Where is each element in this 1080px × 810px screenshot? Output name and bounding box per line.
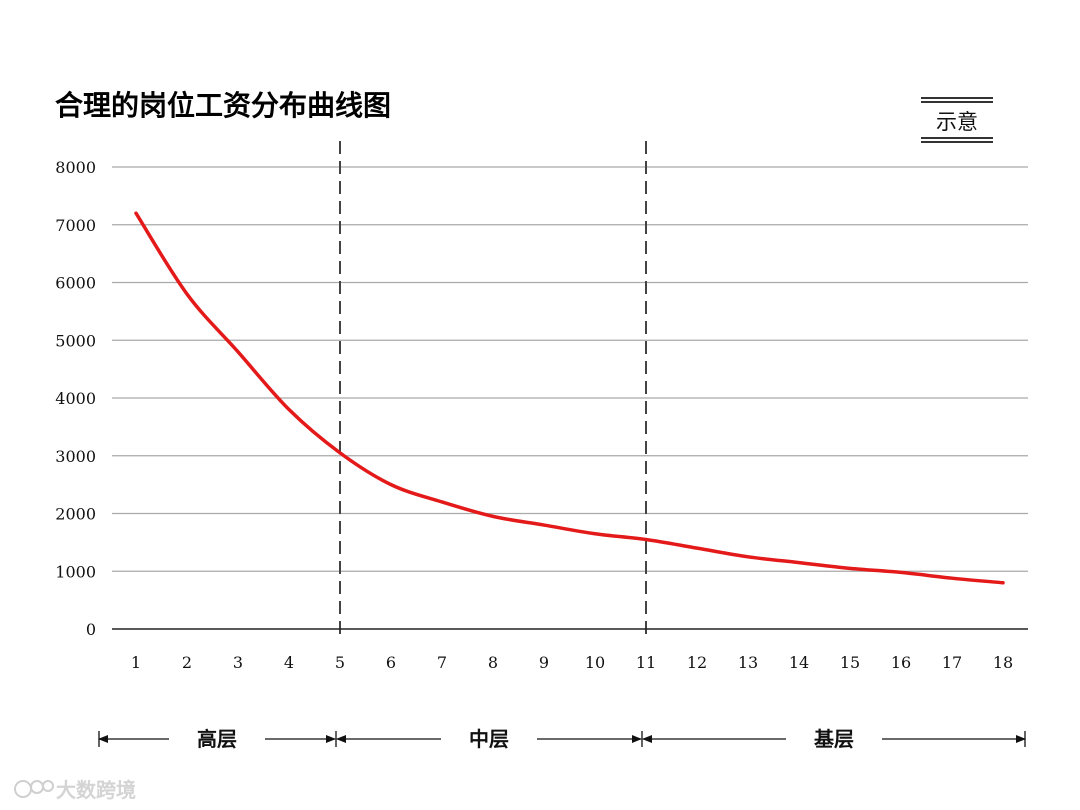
x-tick-label: 4 [284, 653, 294, 672]
x-tick-label: 13 [738, 653, 758, 672]
watermark-text: 大数跨境 [56, 778, 136, 802]
y-tick-label: 1000 [55, 562, 96, 581]
series-line [134, 211, 1005, 585]
x-tick-label: 18 [993, 653, 1013, 672]
x-tick-label: 16 [891, 653, 911, 672]
tier-label: 高层 [197, 727, 237, 751]
series-layer [134, 211, 1005, 585]
x-tick-label: 11 [636, 653, 656, 672]
y-tick-label: 6000 [55, 274, 96, 293]
x-tick-label: 9 [539, 653, 549, 672]
x-tick-label: 2 [182, 653, 192, 672]
x-tick-label: 17 [942, 653, 962, 672]
x-tick-label: 8 [488, 653, 498, 672]
x-tick-label: 15 [840, 653, 860, 672]
y-tick-label: 3000 [55, 447, 96, 466]
x-tick-label: 12 [687, 653, 707, 672]
y-tick-labels: 0 1000 2000 3000 4000 5000 6000 7000 8000 [55, 158, 96, 639]
x-tick-label: 6 [386, 653, 396, 672]
x-tick-label: 5 [335, 653, 345, 672]
tier-label: 中层 [469, 727, 509, 751]
y-tick-label: 2000 [55, 505, 96, 524]
x-tick-label: 14 [789, 653, 809, 672]
tier-dividers [339, 141, 647, 636]
watermark-logo-icon: 大数跨境 [14, 778, 136, 802]
x-tick-label: 7 [437, 653, 447, 672]
x-tick-labels: 1 2 3 4 5 6 7 8 9 10 11 12 13 14 15 16 17 18 [131, 653, 1013, 672]
y-tick-label: 5000 [55, 331, 96, 350]
y-tick-label: 7000 [55, 216, 96, 235]
grid-lines [112, 166, 1028, 572]
x-tick-label: 1 [131, 653, 141, 672]
y-tick-label: 4000 [55, 389, 96, 408]
tier-annotations: 高层 中层 基层 [98, 727, 1026, 751]
badge-label: 示意 [936, 110, 978, 134]
y-tick-label: 0 [86, 620, 96, 639]
tier-label: 基层 [814, 727, 854, 751]
x-tick-label: 3 [233, 653, 243, 672]
x-tick-label: 10 [585, 653, 605, 672]
schematic-badge: 示意 [921, 97, 993, 143]
y-tick-label: 8000 [55, 158, 96, 177]
chart-title: 合理的岗位工资分布曲线图 [55, 89, 392, 122]
watermark: 大数跨境 [10, 774, 150, 804]
